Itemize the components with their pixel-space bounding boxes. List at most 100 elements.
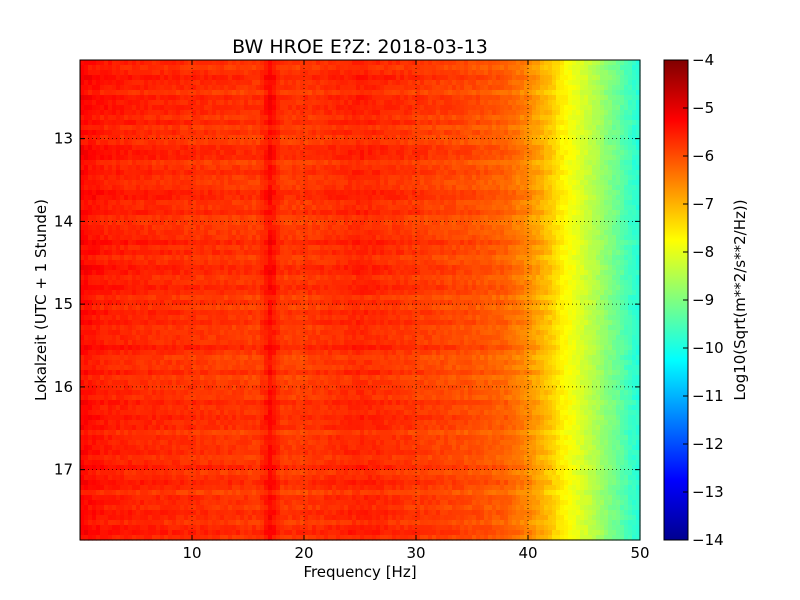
heatmap-cell xyxy=(524,65,529,71)
heatmap-cell xyxy=(580,100,585,106)
heatmap-cell xyxy=(352,95,357,101)
heatmap-cell xyxy=(396,190,401,196)
heatmap-cell xyxy=(488,175,493,181)
heatmap-cell xyxy=(140,185,145,191)
heatmap-cell xyxy=(380,70,385,76)
heatmap-cell xyxy=(372,105,377,111)
heatmap-cell xyxy=(472,225,477,231)
heatmap-cell xyxy=(280,105,285,111)
heatmap-cell xyxy=(288,105,293,111)
heatmap-cell xyxy=(180,215,185,221)
heatmap-cell xyxy=(308,225,313,231)
heatmap-cell xyxy=(552,100,557,106)
heatmap-cell xyxy=(284,190,289,196)
heatmap-cell xyxy=(432,215,437,221)
heatmap-cell xyxy=(144,150,149,156)
heatmap-cell xyxy=(356,110,361,116)
heatmap-cell xyxy=(460,65,465,71)
heatmap-cell xyxy=(412,125,417,131)
heatmap-cell xyxy=(520,215,525,221)
heatmap-cell xyxy=(600,70,605,76)
heatmap-cell xyxy=(616,215,621,221)
heatmap-cell xyxy=(128,230,133,236)
heatmap-cell xyxy=(268,75,273,81)
heatmap-cell xyxy=(308,90,313,96)
heatmap-cell xyxy=(460,105,465,111)
heatmap-cell xyxy=(608,100,613,106)
heatmap-cell xyxy=(184,170,189,176)
heatmap-cell xyxy=(472,125,477,131)
heatmap-cell xyxy=(292,80,297,86)
heatmap-cell xyxy=(576,100,581,106)
heatmap-cell xyxy=(116,185,121,191)
heatmap-cell xyxy=(244,105,249,111)
heatmap-cell xyxy=(516,80,521,86)
heatmap-cell xyxy=(632,90,637,96)
heatmap-cell xyxy=(168,115,173,121)
heatmap-cell xyxy=(140,120,145,126)
heatmap-cell xyxy=(360,140,365,146)
heatmap-cell xyxy=(140,165,145,171)
heatmap-cell xyxy=(204,95,209,101)
heatmap-cell xyxy=(92,170,97,176)
heatmap-cell xyxy=(592,110,597,116)
heatmap-cell xyxy=(460,120,465,126)
heatmap-cell xyxy=(500,100,505,106)
heatmap-cell xyxy=(228,165,233,171)
heatmap-cell xyxy=(584,85,589,91)
heatmap-cell xyxy=(88,85,93,91)
heatmap-cell xyxy=(468,195,473,201)
heatmap-cell xyxy=(520,200,525,206)
heatmap-cell xyxy=(532,120,537,126)
heatmap-cell xyxy=(388,135,393,141)
heatmap-cell xyxy=(268,165,273,171)
heatmap-cell xyxy=(576,190,581,196)
heatmap-cell xyxy=(148,125,153,131)
heatmap-cell xyxy=(248,185,253,191)
heatmap-cell xyxy=(280,125,285,131)
heatmap-cell xyxy=(228,160,233,166)
heatmap-cell xyxy=(568,210,573,216)
heatmap-cell xyxy=(636,140,641,146)
heatmap-cell xyxy=(260,235,265,241)
heatmap-cell xyxy=(388,70,393,76)
heatmap-cell xyxy=(248,165,253,171)
heatmap-cell xyxy=(232,105,237,111)
heatmap-cell xyxy=(128,60,133,66)
heatmap-cell xyxy=(540,105,545,111)
heatmap-cell xyxy=(620,105,625,111)
heatmap-cell xyxy=(196,110,201,116)
heatmap-cell xyxy=(88,145,93,151)
heatmap-cell xyxy=(92,200,97,206)
heatmap-cell xyxy=(252,105,257,111)
heatmap-cell xyxy=(472,95,477,101)
heatmap-cell xyxy=(264,165,269,171)
heatmap-cell xyxy=(260,170,265,176)
heatmap-cell xyxy=(476,145,481,151)
heatmap-cell xyxy=(424,90,429,96)
heatmap-cell xyxy=(120,135,125,141)
heatmap-cell xyxy=(120,105,125,111)
heatmap-cell xyxy=(196,155,201,161)
heatmap-cell xyxy=(492,125,497,131)
heatmap-cell xyxy=(460,85,465,91)
heatmap-cell xyxy=(288,230,293,236)
heatmap-cell xyxy=(556,210,561,216)
heatmap-cell xyxy=(120,225,125,231)
heatmap-cell xyxy=(200,65,205,71)
heatmap-cell xyxy=(400,180,405,186)
heatmap-cell xyxy=(352,210,357,216)
heatmap-cell xyxy=(484,65,489,71)
heatmap-cell xyxy=(604,185,609,191)
heatmap-cell xyxy=(172,145,177,151)
heatmap-cell xyxy=(516,95,521,101)
heatmap-cell xyxy=(484,135,489,141)
heatmap-cell xyxy=(220,205,225,211)
heatmap-cell xyxy=(280,150,285,156)
heatmap-cell xyxy=(564,75,569,81)
heatmap-cell xyxy=(356,160,361,166)
heatmap-cell xyxy=(456,95,461,101)
heatmap-cell xyxy=(480,200,485,206)
heatmap-cell xyxy=(356,210,361,216)
heatmap-cell xyxy=(556,175,561,181)
